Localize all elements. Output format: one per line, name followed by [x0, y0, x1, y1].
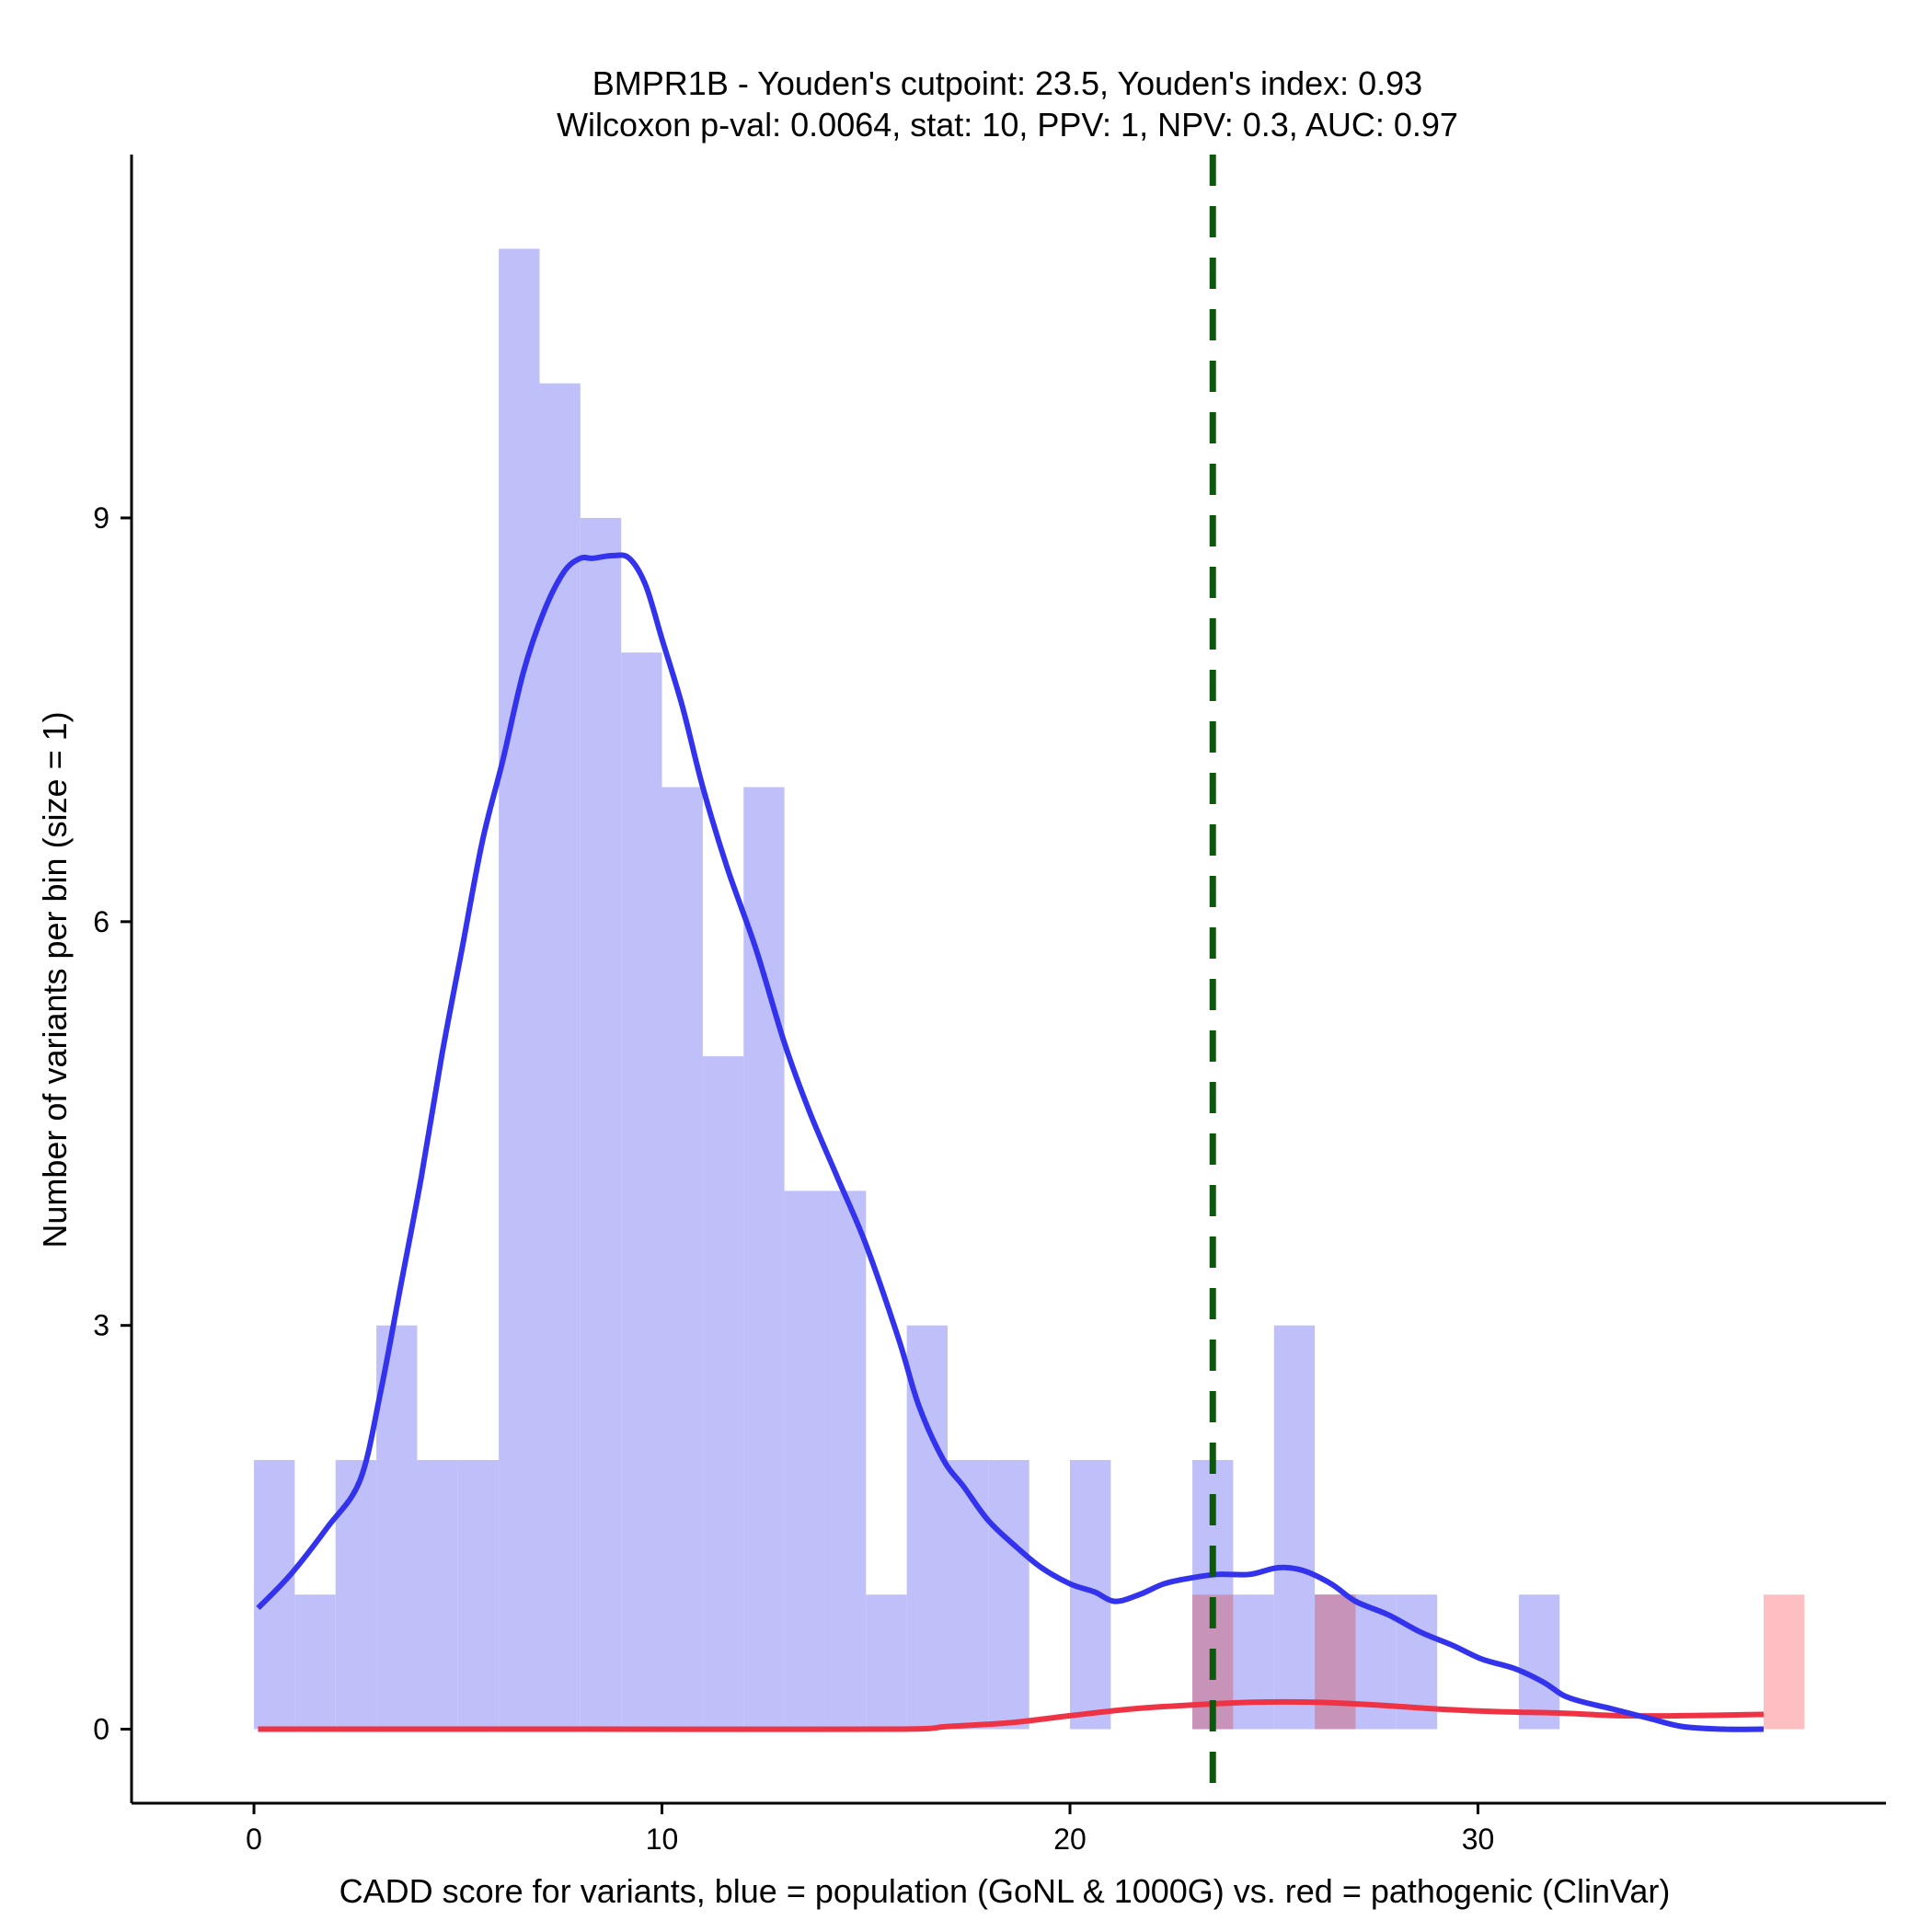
population-bar — [580, 517, 622, 1730]
x-axis-label: CADD score for variants, blue = populati… — [339, 1872, 1671, 1910]
pathogenic-bar — [1763, 1594, 1805, 1730]
population-bar — [1233, 1594, 1274, 1730]
y-tick-label: 3 — [93, 1309, 109, 1342]
chart-title: BMPR1B - Youden's cutpoint: 23.5, Youden… — [592, 64, 1422, 102]
x-tick-label: 20 — [1053, 1823, 1087, 1856]
population-bar — [661, 787, 703, 1730]
population-bar — [499, 248, 540, 1730]
population-bar — [743, 787, 785, 1730]
population-bar — [988, 1459, 1029, 1730]
pathogenic-density-line — [258, 1698, 1765, 1732]
population-bar — [1273, 1325, 1316, 1730]
population-bar — [294, 1594, 336, 1730]
x-tick-label: 30 — [1462, 1823, 1495, 1856]
population-bar — [824, 1190, 867, 1730]
population-bar — [621, 652, 662, 1730]
population-bar — [784, 1190, 825, 1730]
population-density-line — [256, 552, 1764, 1732]
y-axis-label: Number of variants per bin (size = 1) — [36, 711, 74, 1248]
overlap-bar — [1315, 1594, 1356, 1730]
density-curves — [256, 552, 1765, 1732]
population-bar — [335, 1459, 377, 1730]
y-tick-label: 9 — [93, 501, 109, 535]
x-tick-label: 0 — [246, 1823, 262, 1856]
x-tick-label: 10 — [646, 1823, 679, 1856]
chart-subtitle: Wilcoxon p-val: 0.0064, stat: 10, PPV: 1… — [557, 106, 1458, 144]
axes: 0 10 20 30 0 3 6 9 — [93, 155, 1886, 1856]
population-bar — [457, 1459, 500, 1730]
population-bar — [866, 1594, 907, 1730]
population-bar — [702, 1056, 744, 1730]
population-bar — [1518, 1594, 1560, 1730]
population-bar — [947, 1459, 989, 1730]
y-tick-label: 0 — [93, 1713, 109, 1746]
population-bar — [417, 1459, 458, 1730]
population-bar — [539, 383, 581, 1730]
y-tick-label: 6 — [93, 905, 109, 938]
histogram-bars — [254, 248, 1805, 1730]
